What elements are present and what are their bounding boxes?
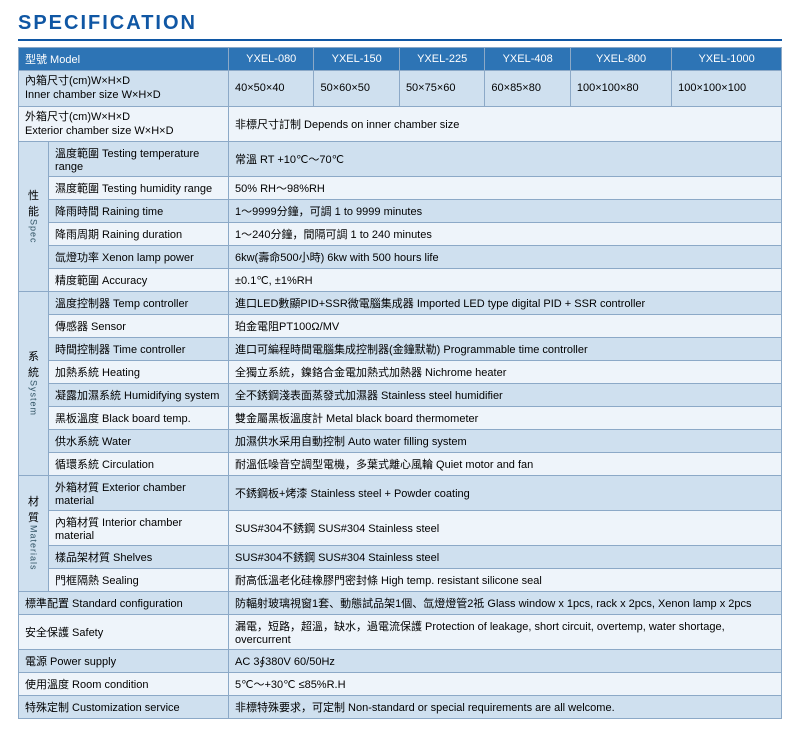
row-label: 循環系統 Circulation xyxy=(49,453,229,476)
cell: 進口LED數顯PID+SSR微電腦集成器 Imported LED type d… xyxy=(229,292,782,315)
cell: SUS#304不銹鋼 SUS#304 Stainless steel xyxy=(229,546,782,569)
model-col: YXEL-408 xyxy=(485,48,570,71)
row-label: 濕度範圍 Testing humidity range xyxy=(49,177,229,200)
cell: 50×75×60 xyxy=(399,71,484,107)
row-label: 門框隔熱 Sealing xyxy=(49,569,229,592)
row-label: 樣品架材質 Shelves xyxy=(49,546,229,569)
row-label: 供水系統 Water xyxy=(49,430,229,453)
row-label: 氙燈功率 Xenon lamp power xyxy=(49,246,229,269)
cell: 進口可編程時間電腦集成控制器(金鐘默勒) Programmable time c… xyxy=(229,338,782,361)
row-label: 降雨周期 Raining duration xyxy=(49,223,229,246)
row-label: 傳感器 Sensor xyxy=(49,315,229,338)
cell: 防輻射玻璃視窗1套、動態試品架1個、氙燈燈管2祗 Glass window x … xyxy=(229,592,782,615)
row-label: 標準配置 Standard configuration xyxy=(19,592,229,615)
cell: ±0.1℃, ±1%RH xyxy=(229,269,782,292)
exterior-chamber-label: 外箱尺寸(cm)W×H×D Exterior chamber size W×H×… xyxy=(19,106,229,142)
row-label: 黑板溫度 Black board temp. xyxy=(49,407,229,430)
cell: 40×50×40 xyxy=(229,71,314,107)
page-title: SPECIFICATION xyxy=(18,12,782,41)
row-label: 時間控制器 Time controller xyxy=(49,338,229,361)
cell: 雙金屬黑板溫度計 Metal black board thermometer xyxy=(229,407,782,430)
cell: 100×100×100 xyxy=(672,71,782,107)
row-label: 溫度範圍 Testing temperature range xyxy=(49,142,229,177)
row-label: 使用溫度 Room condition xyxy=(19,673,229,696)
cell: 6kw(壽命500小時) 6kw with 500 hours life xyxy=(229,246,782,269)
cell: 非標特殊要求，可定制 Non-standard or special requi… xyxy=(229,696,782,719)
row-label: 凝露加濕系統 Humidifying system xyxy=(49,384,229,407)
inner-chamber-row: 內箱尺寸(cm)W×H×D Inner chamber size W×H×D 4… xyxy=(19,71,782,107)
cell: 耐高低溫老化硅橡膠門密封條 High temp. resistant silic… xyxy=(229,569,782,592)
row-label: 精度範圍 Accuracy xyxy=(49,269,229,292)
header-row: 型號 Model YXEL-080 YXEL-150 YXEL-225 YXEL… xyxy=(19,48,782,71)
cell: 100×100×80 xyxy=(570,71,671,107)
cell: 50×60×50 xyxy=(314,71,399,107)
cell: 50% RH～98%RH xyxy=(229,177,782,200)
model-label: 型號 Model xyxy=(19,48,229,71)
model-col: YXEL-800 xyxy=(570,48,671,71)
cell: 1～240分鐘，間隔可調 1 to 240 minutes xyxy=(229,223,782,246)
cell: 60×85×80 xyxy=(485,71,570,107)
cell: SUS#304不銹鋼 SUS#304 Stainless steel xyxy=(229,511,782,546)
spec-side: 性能 Spec xyxy=(19,142,49,292)
row-label: 特殊定制 Customization service xyxy=(19,696,229,719)
exterior-chamber-row: 外箱尺寸(cm)W×H×D Exterior chamber size W×H×… xyxy=(19,106,782,142)
materials-side: 材質 Materials xyxy=(19,476,49,592)
cell: 常溫 RT +10℃～70℃ xyxy=(229,142,782,177)
cell: 耐溫低噪音空調型電機，多葉式離心風輪 Quiet motor and fan xyxy=(229,453,782,476)
row-label: 安全保護 Safety xyxy=(19,615,229,650)
cell: 漏電，短路，超溫，缺水，過電流保護 Protection of leakage,… xyxy=(229,615,782,650)
inner-chamber-label: 內箱尺寸(cm)W×H×D Inner chamber size W×H×D xyxy=(19,71,229,107)
cell: 非標尺寸訂制 Depends on inner chamber size xyxy=(229,106,782,142)
cell: 1～9999分鐘，可調 1 to 9999 minutes xyxy=(229,200,782,223)
spec-table: 型號 Model YXEL-080 YXEL-150 YXEL-225 YXEL… xyxy=(18,47,782,719)
row-label: 溫度控制器 Temp controller xyxy=(49,292,229,315)
model-col: YXEL-080 xyxy=(229,48,314,71)
system-side: 系統 System xyxy=(19,292,49,476)
model-col: YXEL-150 xyxy=(314,48,399,71)
cell: 不銹鋼板+烤漆 Stainless steel + Powder coating xyxy=(229,476,782,511)
cell: 全不銹鋼淺表面蒸發式加濕器 Stainless steel humidifier xyxy=(229,384,782,407)
cell: AC 3∮380V 60/50Hz xyxy=(229,650,782,673)
row-label: 加熱系統 Heating xyxy=(49,361,229,384)
row-label: 內箱材質 Interior chamber material xyxy=(49,511,229,546)
row-label: 外箱材質 Exterior chamber material xyxy=(49,476,229,511)
cell: 加濕供水采用自動控制 Auto water filling system xyxy=(229,430,782,453)
row-label: 降雨時間 Raining time xyxy=(49,200,229,223)
cell: 5℃～+30℃ ≤85%R.H xyxy=(229,673,782,696)
model-col: YXEL-1000 xyxy=(672,48,782,71)
cell: 珀金電阻PT100Ω/MV xyxy=(229,315,782,338)
row-label: 電源 Power supply xyxy=(19,650,229,673)
model-col: YXEL-225 xyxy=(399,48,484,71)
cell: 全獨立系統，鎳鉻合金電加熱式加熱器 Nichrome heater xyxy=(229,361,782,384)
